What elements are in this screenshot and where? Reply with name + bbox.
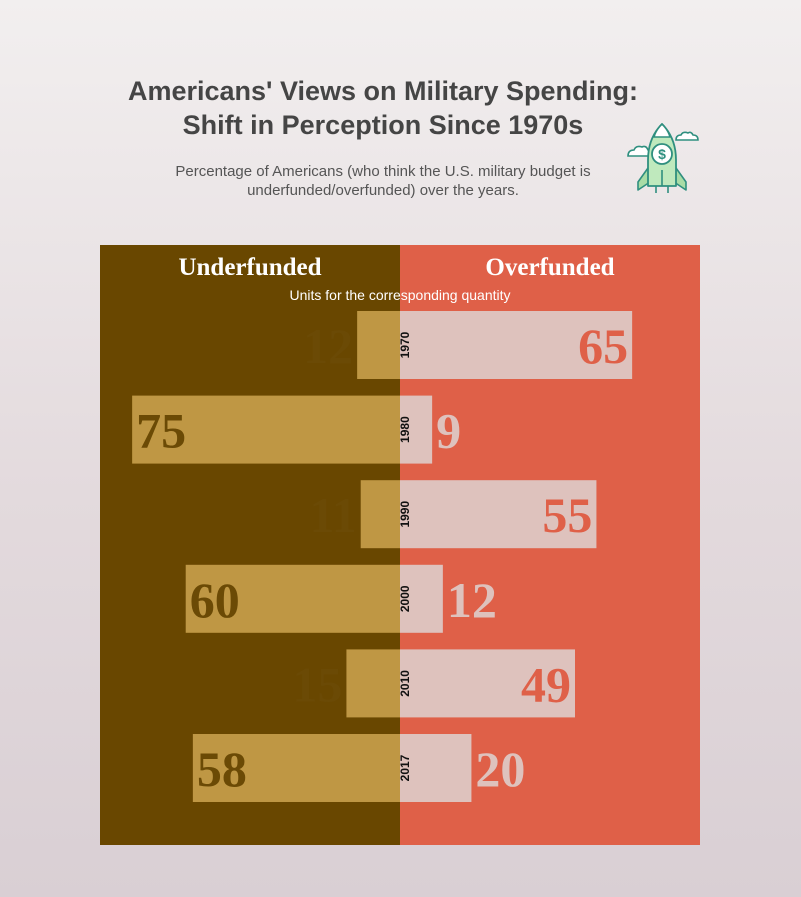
bar-underfunded-2017 (192, 734, 400, 802)
chart-subtitle: Percentage of Americans (who think the U… (0, 162, 766, 200)
subtitle-line-2: underfunded/overfunded) over the years. (247, 182, 519, 199)
bar-underfunded-1980 (132, 395, 400, 464)
year-label-1970: 1970 (398, 331, 412, 358)
underfunded-header: Underfunded (178, 254, 322, 281)
bar-overfunded-1980 (400, 395, 433, 464)
chart-panel: Underfunded Overfunded Units for the cor… (100, 245, 700, 845)
bar-underfunded-2010 (346, 649, 400, 718)
year-label-2000: 2000 (398, 585, 412, 612)
label-overfunded-2010: 49 (521, 656, 571, 712)
label-underfunded-2017: 58 (197, 741, 247, 797)
title-line-1: Americans' Views on Military Spending: (127, 76, 639, 106)
rocket-dollar-icon: $ (627, 123, 699, 193)
bars-area: 12 65 1970 75 9 1980 11 55 1990 60 12 2000 15 49 2010 5… (132, 311, 633, 802)
label-overfunded-1980: 9 (436, 403, 461, 459)
year-label-1990: 1990 (398, 501, 412, 528)
label-underfunded-2000: 60 (190, 572, 240, 628)
bar-overfunded-1970 (400, 311, 633, 379)
svg-text:$: $ (658, 146, 666, 162)
label-underfunded-2010: 15 (292, 656, 342, 712)
label-underfunded-1990: 11 (309, 487, 356, 543)
subtitle-line-1: Percentage of Americans (who think the U… (175, 163, 591, 180)
label-overfunded-1970: 65 (578, 318, 628, 374)
bar-overfunded-2010 (400, 649, 575, 718)
bar-overfunded-2017 (400, 734, 472, 802)
title-line-2: Shift in Perception Since 1970s (182, 110, 584, 140)
label-underfunded-1980: 75 (136, 403, 186, 459)
year-label-2017: 2017 (398, 754, 412, 781)
label-underfunded-1970: 12 (303, 318, 353, 374)
bar-overfunded-2000 (400, 564, 443, 633)
bar-underfunded-1970 (357, 311, 400, 379)
year-label-1980: 1980 (398, 416, 412, 443)
bar-underfunded-2000 (185, 564, 400, 633)
units-label: Units for the corresponding quantity (289, 287, 511, 303)
overfunded-header: Overfunded (485, 254, 615, 281)
bar-overfunded-1990 (400, 480, 597, 549)
label-overfunded-1990: 55 (542, 487, 592, 543)
year-label-2010: 2010 (398, 670, 412, 697)
chart-title: Americans' Views on Military Spending: S… (0, 74, 766, 142)
bar-underfunded-1990 (360, 480, 400, 549)
label-overfunded-2017: 20 (475, 741, 525, 797)
label-overfunded-2000: 12 (447, 572, 497, 628)
